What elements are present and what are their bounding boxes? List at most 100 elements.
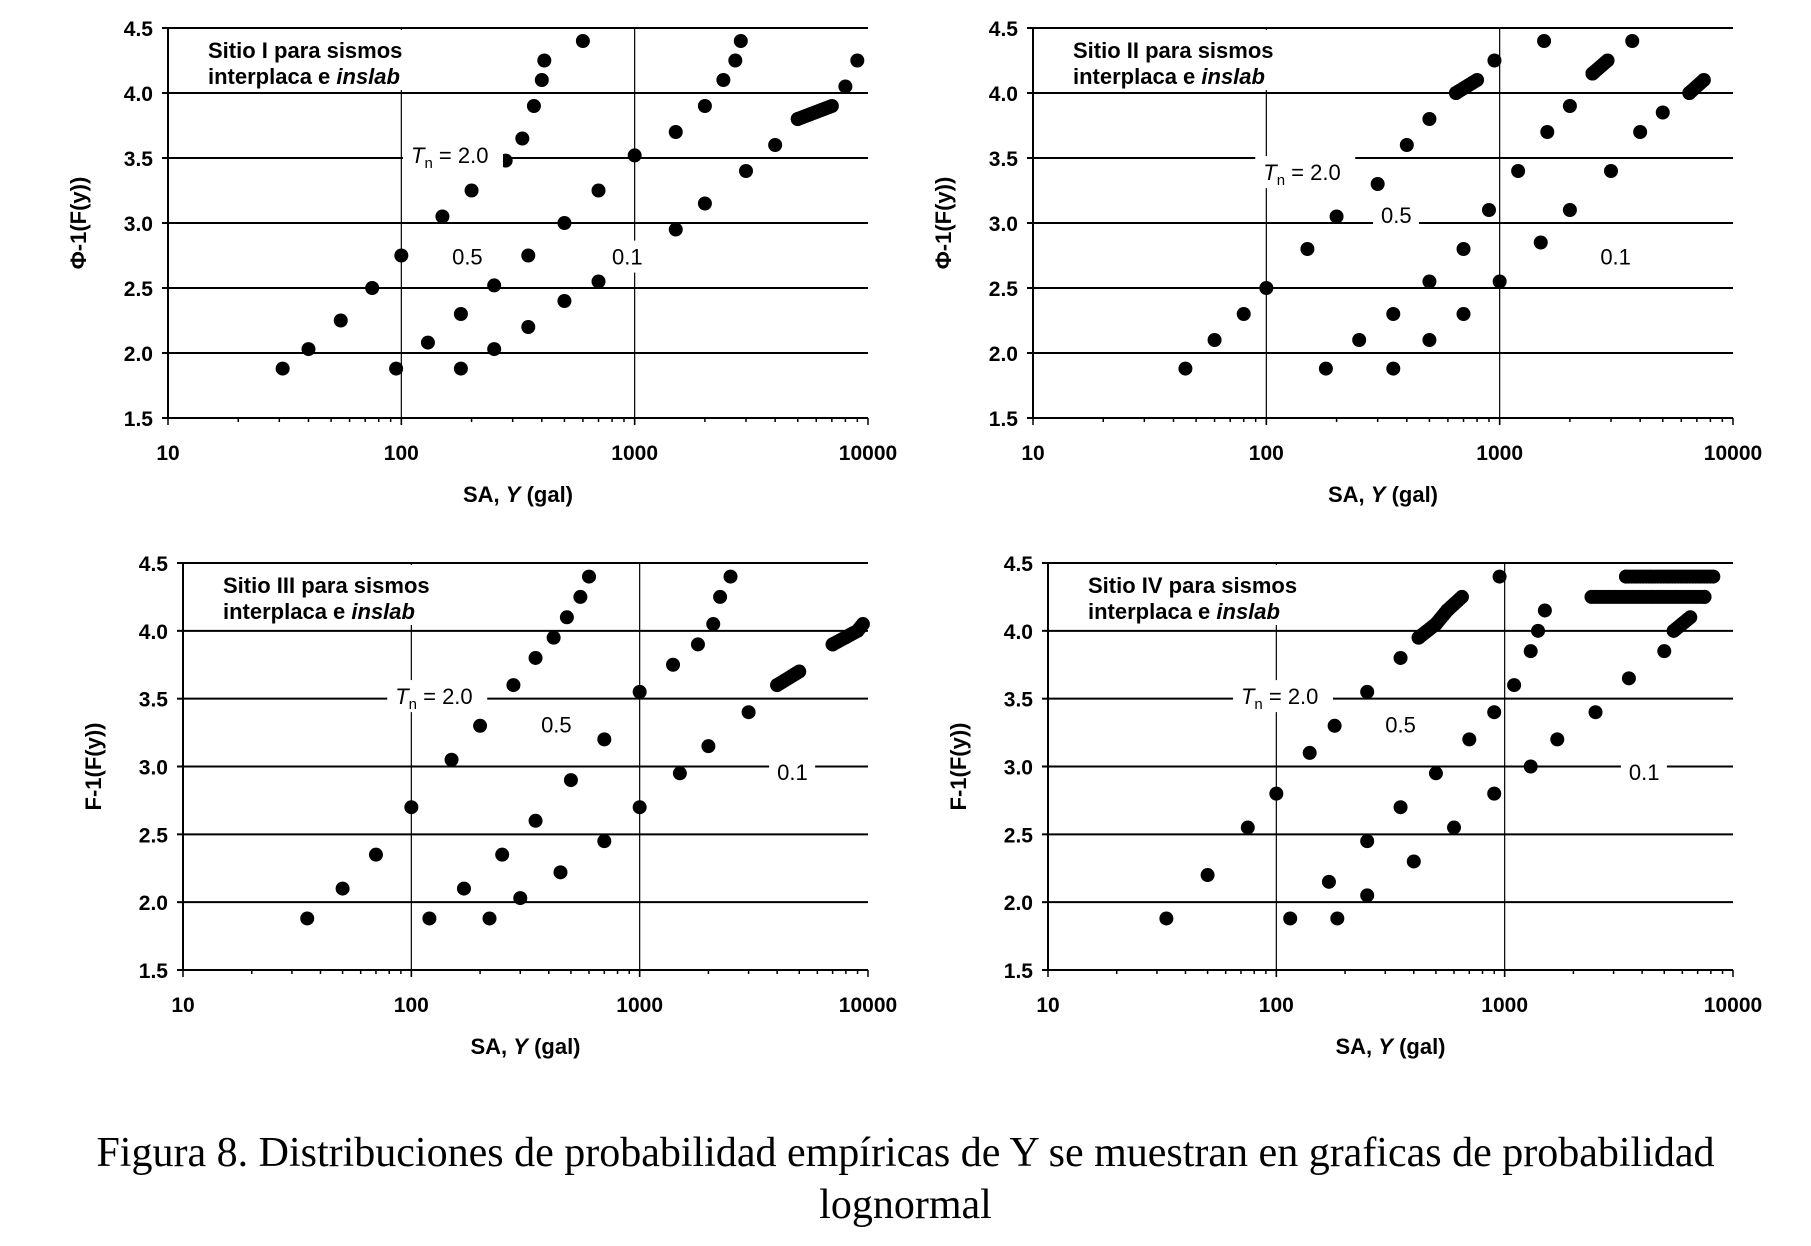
data-point	[1603, 164, 1618, 178]
data-point	[1422, 274, 1437, 289]
data-point	[1533, 235, 1548, 250]
data-point	[632, 800, 647, 815]
data-point	[1411, 630, 1426, 645]
data-point	[300, 911, 315, 926]
data-point	[1456, 242, 1471, 256]
data-point	[1507, 678, 1522, 693]
annotation-bg	[1372, 199, 1419, 231]
data-point	[1588, 705, 1603, 720]
data-point	[1682, 86, 1697, 100]
data-point	[1422, 333, 1437, 347]
series-1	[1178, 34, 1552, 376]
annotation-label: 0.1	[1600, 245, 1631, 270]
data-point	[521, 248, 536, 263]
series-2	[1318, 34, 1640, 376]
y-tick-label: 1.5	[124, 408, 154, 431]
data-point	[1462, 732, 1477, 747]
y-tick-label: 2.5	[1004, 824, 1034, 847]
data-point	[1625, 34, 1640, 48]
x-tick-label: 100	[1259, 994, 1294, 1017]
data-point	[1422, 112, 1437, 126]
data-point	[1666, 623, 1681, 638]
data-point	[453, 307, 468, 321]
data-point	[553, 865, 568, 880]
annotation-bg	[1232, 680, 1333, 713]
figure-caption-line1: Figura 8. Distribuciones de probabilidad…	[96, 1130, 1715, 1176]
data-point	[1550, 732, 1565, 747]
series-1	[300, 569, 597, 926]
x-tick-label: 100	[394, 994, 429, 1017]
y-tick-label: 4.5	[124, 18, 154, 41]
y-tick-label: 2.0	[139, 892, 168, 915]
data-point	[422, 911, 437, 926]
data-point	[464, 183, 479, 198]
y-tick-label: 4.5	[139, 553, 169, 576]
data-point	[632, 684, 647, 699]
data-point	[456, 881, 471, 896]
data-point	[1706, 569, 1721, 584]
series-1	[275, 34, 590, 376]
y-tick-label: 2.0	[1004, 892, 1033, 915]
data-point	[1470, 73, 1485, 87]
data-point	[1621, 671, 1636, 686]
data-point	[668, 222, 683, 237]
series-1	[1159, 569, 1507, 926]
annotation-label: 0.5	[541, 713, 572, 738]
data-point	[557, 216, 572, 230]
annotation-label: Tn = 2.0	[395, 684, 472, 713]
annotation-bg	[604, 240, 651, 273]
chart-title-line2: interplaca e inslab	[223, 599, 415, 624]
series-3	[482, 617, 870, 926]
annotation-bg	[402, 139, 503, 172]
data-point	[1352, 333, 1367, 347]
data-point	[1393, 800, 1408, 815]
data-point	[1178, 361, 1193, 376]
data-point	[546, 630, 561, 645]
series-3	[1386, 73, 1711, 376]
x-tick-label: 100	[384, 442, 419, 465]
data-point	[1399, 138, 1414, 152]
data-point	[701, 739, 716, 754]
data-point	[738, 164, 753, 178]
y-tick-label: 2.5	[989, 278, 1019, 301]
data-point	[453, 361, 468, 376]
chart-title-line1: Sitio IV para sismos	[1088, 573, 1297, 598]
y-tick-label: 4.5	[1004, 553, 1034, 576]
x-tick-label: 10000	[1704, 442, 1762, 465]
data-point	[1537, 34, 1552, 48]
y-tick-label: 1.5	[989, 408, 1019, 431]
data-point	[365, 281, 380, 295]
y-tick-label: 2.0	[989, 343, 1018, 366]
y-axis-label: Φ-1(F(y))	[931, 177, 956, 270]
data-point	[1386, 361, 1401, 376]
data-point	[301, 342, 316, 357]
data-point	[1562, 203, 1577, 217]
data-point	[394, 248, 409, 263]
data-point	[1562, 99, 1577, 113]
data-point	[1300, 242, 1315, 256]
data-point	[1487, 53, 1502, 68]
y-axis-label: F-1(F(y))	[946, 723, 971, 811]
data-point	[1492, 274, 1507, 289]
chart-title-line1: Sitio III para sismos	[223, 573, 430, 598]
data-point	[1454, 589, 1469, 604]
data-point	[1321, 874, 1336, 889]
series-3	[453, 53, 865, 376]
data-point	[1240, 820, 1255, 835]
data-point	[534, 73, 549, 87]
y-tick-label: 4.5	[989, 18, 1019, 41]
data-point	[513, 891, 528, 906]
x-tick-label: 10	[1036, 994, 1059, 1017]
data-point	[697, 99, 712, 113]
data-point	[824, 99, 839, 113]
data-point	[482, 911, 497, 926]
data-point	[706, 617, 721, 632]
data-point	[537, 53, 552, 68]
y-tick-label: 3.0	[139, 757, 168, 780]
data-point	[575, 34, 590, 48]
x-tick-label: 10000	[839, 994, 897, 1017]
data-point	[825, 637, 840, 652]
x-tick-label: 10000	[1704, 994, 1762, 1017]
title-bg	[1061, 30, 1311, 90]
y-tick-label: 4.0	[139, 621, 168, 644]
